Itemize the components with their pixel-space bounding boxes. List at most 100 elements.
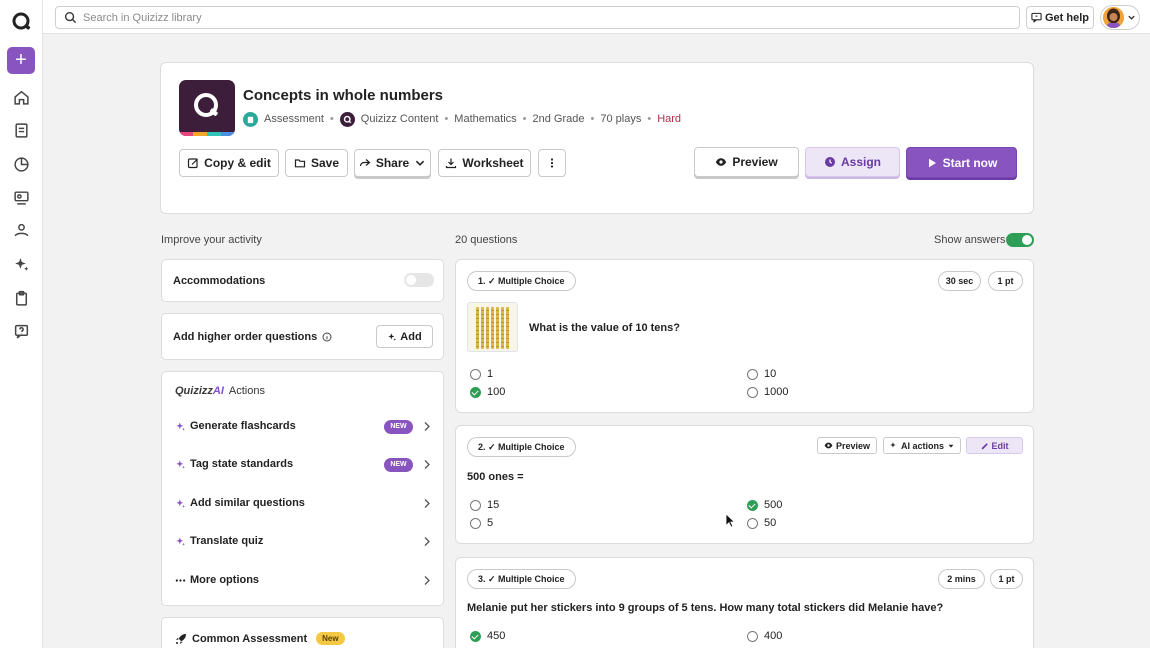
time-pill[interactable]: 2 mins <box>938 569 985 589</box>
quiz-header-card: Concepts in whole numbers Assessment • Q… <box>160 62 1034 214</box>
add-similar-questions-item[interactable]: Add similar questions <box>162 492 443 516</box>
question-card-3[interactable]: 3. ✓ Multiple Choice 2 mins 1 pt Melanie… <box>455 557 1034 648</box>
search-icon <box>64 11 77 24</box>
edit-icon <box>188 158 199 169</box>
action-label: Generate flashcards <box>190 420 296 432</box>
accommodations-icon[interactable] <box>13 222 30 239</box>
show-answers-label: Show answers <box>934 234 1006 246</box>
question-type-pill: 3. ✓ Multiple Choice <box>467 569 576 589</box>
translate-quiz-item[interactable]: Translate quiz <box>162 530 443 554</box>
accommodations-toggle[interactable] <box>404 273 434 287</box>
meta-source: Quizizz Content <box>360 113 439 125</box>
chevron-down-icon <box>416 160 425 166</box>
sparkle-icon <box>176 422 185 431</box>
time-pill[interactable]: 30 sec <box>938 271 981 291</box>
top-bar: Get help <box>43 0 1150 34</box>
preview-button[interactable]: Preview <box>694 147 799 177</box>
assessment-icon[interactable] <box>13 290 30 307</box>
question-preview-button[interactable]: Preview <box>817 437 877 454</box>
info-icon[interactable] <box>322 332 332 342</box>
search-input[interactable] <box>83 10 983 26</box>
common-assessment-card[interactable]: Common Assessment New <box>161 617 444 648</box>
points-pill[interactable]: 1 pt <box>988 271 1023 291</box>
more-horizontal-icon <box>175 579 186 582</box>
preview-label: Preview <box>835 440 871 451</box>
edit-question-button[interactable]: Edit <box>966 437 1023 454</box>
tag-state-standards-item[interactable]: Tag state standards NEW <box>162 453 443 477</box>
start-now-button[interactable]: Start now <box>906 147 1017 178</box>
question-card-2[interactable]: 2. ✓ Multiple Choice Preview AI actions … <box>455 425 1034 544</box>
search-box[interactable] <box>55 6 1020 29</box>
new-badge: NEW <box>384 458 413 472</box>
add-label: Add <box>400 330 422 343</box>
radio-icon <box>470 499 481 511</box>
start-now-label: Start now <box>942 155 998 170</box>
stripe-pink <box>179 132 193 136</box>
chevron-right-icon <box>424 422 430 431</box>
check-circle-icon <box>470 630 481 642</box>
quizizz-ring-icon <box>194 93 218 117</box>
sparkle-icon <box>176 537 185 546</box>
answer-option: 5 <box>470 516 493 530</box>
option-label: 400 <box>764 630 783 642</box>
add-higher-order-button[interactable]: Add <box>376 325 433 348</box>
chevron-right-icon <box>424 576 430 585</box>
radio-icon <box>470 517 481 529</box>
chevron-down-icon <box>1128 15 1135 20</box>
higher-order-label: Add higher order questions <box>173 331 318 343</box>
eye-icon <box>716 158 727 166</box>
generate-flashcards-item[interactable]: Generate flashcards NEW <box>162 415 443 439</box>
more-menu-button[interactable] <box>538 149 566 177</box>
answer-option: 400 <box>747 629 782 643</box>
meta-plays: 70 plays <box>600 113 642 125</box>
quizizz-content-icon <box>339 111 355 127</box>
quiz-thumbnail <box>179 80 235 136</box>
common-assessment-label: Common Assessment <box>192 632 308 645</box>
stripe-orange <box>193 132 207 136</box>
avatar <box>1103 7 1124 28</box>
answer-option-correct: 450 <box>470 629 505 643</box>
library-icon[interactable] <box>13 122 30 139</box>
chevron-right-icon <box>424 537 430 546</box>
question-text: Melanie put her stickers into 9 groups o… <box>467 602 944 614</box>
share-button[interactable]: Share <box>354 149 431 177</box>
chevron-right-icon <box>424 460 430 469</box>
more-options-item[interactable]: More options <box>162 569 443 593</box>
show-answers-toggle[interactable] <box>1006 233 1034 247</box>
question-card-1[interactable]: 1. ✓ Multiple Choice 30 sec 1 pt What is… <box>455 259 1034 413</box>
preview-label: Preview <box>732 155 778 169</box>
accommodations-label: Accommodations <box>173 275 266 287</box>
common-new-badge: New <box>316 632 345 645</box>
ai-actions-button[interactable]: AI actions <box>883 437 961 454</box>
quizizz-logo-icon[interactable] <box>11 11 33 33</box>
radio-icon <box>747 517 758 529</box>
quiz-meta: Assessment • Quizizz Content • Mathemati… <box>243 111 681 127</box>
action-label: Add similar questions <box>190 497 305 509</box>
meta-type: Assessment <box>264 113 324 125</box>
profile-menu-button[interactable] <box>1100 5 1140 30</box>
option-label: 50 <box>764 517 777 529</box>
worksheet-button[interactable]: Worksheet <box>438 149 531 177</box>
home-icon[interactable] <box>13 89 30 106</box>
answer-option: 10 <box>747 367 776 381</box>
option-label: 15 <box>487 499 500 511</box>
ai-icon[interactable] <box>13 256 30 273</box>
reports-icon[interactable] <box>13 156 30 173</box>
copy-edit-button[interactable]: Copy & edit <box>179 149 279 177</box>
points-pill[interactable]: 1 pt <box>990 569 1023 589</box>
help-icon[interactable] <box>13 323 30 340</box>
share-label: Share <box>375 156 410 170</box>
get-help-button[interactable]: Get help <box>1026 6 1094 29</box>
stripe-blue <box>221 132 235 136</box>
option-label: 10 <box>764 368 777 380</box>
radio-icon <box>747 368 758 380</box>
quiz-title: Concepts in whole numbers <box>243 87 444 104</box>
classes-icon[interactable] <box>13 189 30 206</box>
create-button[interactable]: + <box>7 47 35 74</box>
assign-button[interactable]: Assign <box>805 147 900 177</box>
answer-option: 15 <box>470 498 499 512</box>
clock-icon <box>824 157 835 167</box>
ai-actions-card: QuizizzAI Actions Generate flashcards NE… <box>161 371 444 606</box>
save-button[interactable]: Save <box>285 149 348 177</box>
action-label: Tag state standards <box>190 458 294 470</box>
